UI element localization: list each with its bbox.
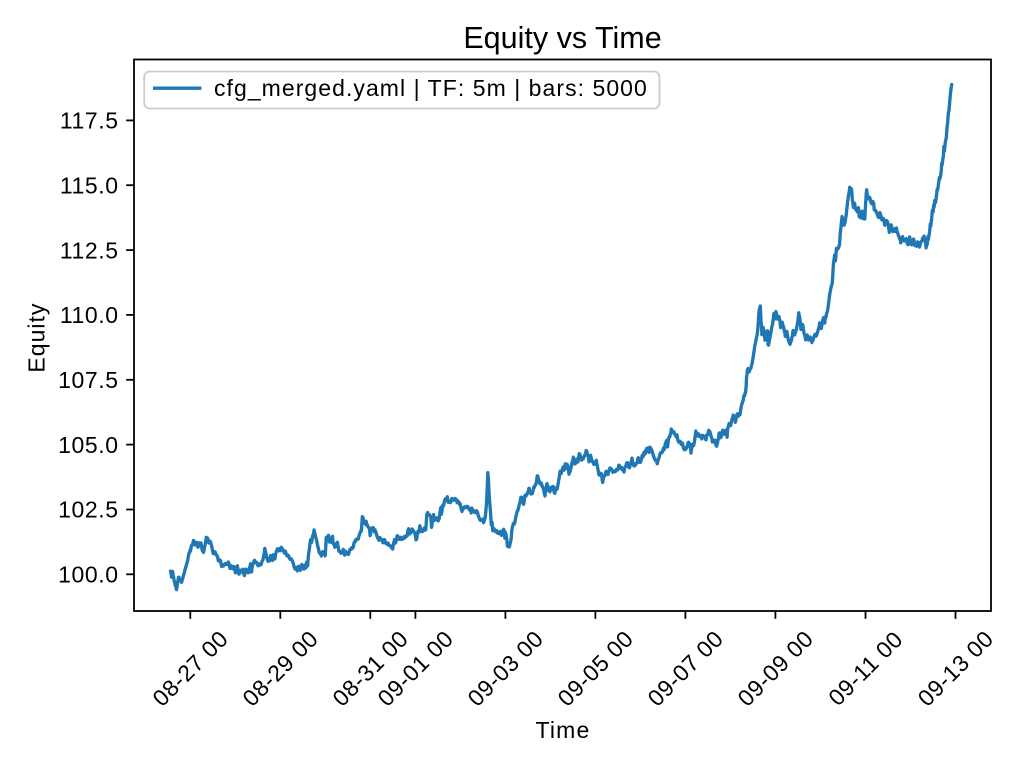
svg-text:117.5: 117.5 bbox=[60, 108, 119, 134]
svg-text:100.0: 100.0 bbox=[58, 562, 119, 588]
svg-text:105.0: 105.0 bbox=[58, 432, 119, 458]
svg-text:cfg_merged.yaml | TF: 5m | bar: cfg_merged.yaml | TF: 5m | bars: 5000 bbox=[214, 75, 648, 101]
svg-text:110.0: 110.0 bbox=[60, 302, 119, 328]
svg-text:Equity: Equity bbox=[24, 303, 50, 373]
svg-text:Equity vs Time: Equity vs Time bbox=[463, 21, 661, 55]
svg-text:107.5: 107.5 bbox=[58, 367, 119, 393]
svg-text:112.5: 112.5 bbox=[60, 237, 119, 263]
svg-text:102.5: 102.5 bbox=[58, 497, 119, 523]
svg-text:115.0: 115.0 bbox=[60, 172, 119, 198]
svg-text:Time: Time bbox=[535, 717, 590, 743]
